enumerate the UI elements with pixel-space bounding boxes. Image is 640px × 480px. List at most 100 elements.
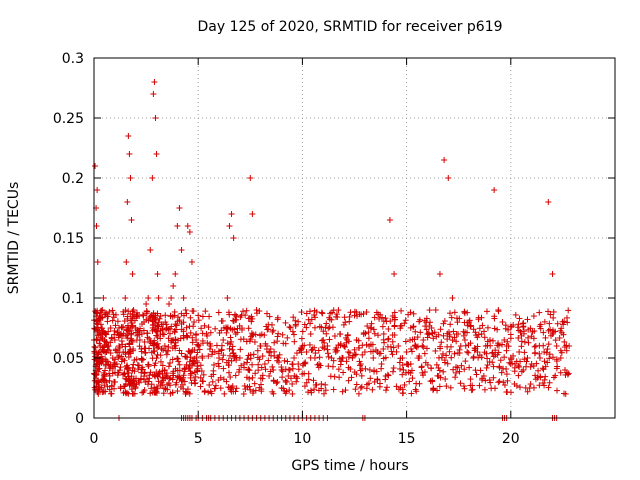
data-point	[145, 295, 152, 301]
data-point	[284, 358, 291, 365]
data-point	[217, 385, 224, 392]
data-point	[311, 386, 318, 393]
data-point	[333, 311, 340, 318]
data-point	[218, 346, 225, 353]
data-point	[307, 308, 314, 315]
data-point	[374, 376, 381, 383]
data-point	[117, 383, 124, 390]
data-point	[342, 319, 349, 326]
data-point	[282, 377, 289, 384]
data-point	[227, 334, 234, 341]
data-point	[226, 311, 233, 318]
data-point	[325, 353, 332, 360]
data-point	[355, 344, 362, 351]
data-point	[117, 364, 124, 371]
data-point	[331, 373, 338, 380]
data-point	[443, 383, 450, 390]
data-point	[104, 358, 111, 365]
data-point	[312, 314, 319, 321]
data-point	[208, 390, 215, 397]
data-point	[322, 381, 329, 388]
data-point	[226, 352, 233, 359]
data-point	[102, 362, 109, 369]
data-point	[398, 307, 405, 314]
data-point	[501, 382, 508, 389]
data-point	[402, 317, 409, 324]
data-point	[479, 322, 486, 329]
data-point	[165, 363, 172, 370]
data-point	[401, 320, 408, 327]
data-point	[403, 349, 410, 355]
data-point	[233, 313, 240, 320]
data-point	[147, 247, 154, 253]
data-point	[105, 361, 112, 368]
data-point	[298, 349, 305, 356]
data-point	[550, 314, 557, 321]
data-point	[131, 368, 138, 375]
data-point	[154, 333, 161, 340]
data-point	[247, 175, 254, 181]
data-point	[470, 353, 477, 360]
data-point	[426, 323, 433, 330]
data-point	[544, 346, 551, 353]
data-point	[121, 357, 128, 364]
data-point	[233, 354, 240, 361]
data-point	[259, 372, 266, 379]
data-point	[112, 322, 119, 329]
data-point	[536, 309, 543, 316]
data-point	[298, 309, 305, 316]
data-point	[265, 326, 272, 333]
data-point	[420, 343, 427, 350]
data-point	[291, 331, 298, 338]
data-point	[124, 199, 131, 205]
data-point	[489, 359, 496, 366]
data-point	[553, 343, 560, 349]
data-point	[163, 351, 170, 358]
data-point	[212, 325, 219, 332]
data-point	[379, 323, 386, 330]
data-point	[431, 329, 438, 336]
data-point	[554, 387, 561, 394]
data-point	[458, 362, 465, 369]
data-point	[247, 351, 254, 358]
data-point	[186, 365, 193, 372]
data-point	[319, 344, 326, 351]
data-point	[207, 340, 214, 347]
data-point	[543, 349, 550, 356]
data-point	[507, 389, 514, 396]
data-point	[168, 295, 175, 301]
data-point	[295, 361, 302, 367]
data-point	[357, 361, 364, 367]
data-point	[333, 344, 340, 351]
data-point	[274, 333, 281, 340]
data-point	[225, 362, 232, 369]
data-point	[343, 334, 350, 341]
data-point	[342, 344, 349, 351]
data-point	[516, 384, 523, 391]
data-point	[516, 349, 523, 355]
data-point	[191, 319, 198, 325]
data-point	[436, 367, 443, 374]
data-point	[118, 324, 125, 331]
data-point	[444, 360, 451, 367]
data-point	[310, 377, 317, 384]
data-point	[558, 325, 565, 332]
data-point	[228, 357, 235, 364]
data-point	[521, 339, 528, 346]
data-point	[248, 313, 255, 320]
data-point	[237, 314, 244, 321]
data-point	[144, 308, 151, 315]
data-point	[396, 359, 403, 366]
data-point	[215, 309, 222, 316]
data-point	[184, 386, 191, 393]
data-point	[441, 157, 448, 163]
data-point	[412, 328, 419, 335]
data-point	[183, 324, 190, 331]
data-point	[312, 350, 319, 357]
data-point	[501, 354, 508, 361]
data-point	[275, 359, 282, 366]
data-point	[450, 328, 457, 335]
data-point	[456, 368, 463, 375]
data-point	[122, 307, 129, 314]
data-point	[453, 363, 460, 370]
